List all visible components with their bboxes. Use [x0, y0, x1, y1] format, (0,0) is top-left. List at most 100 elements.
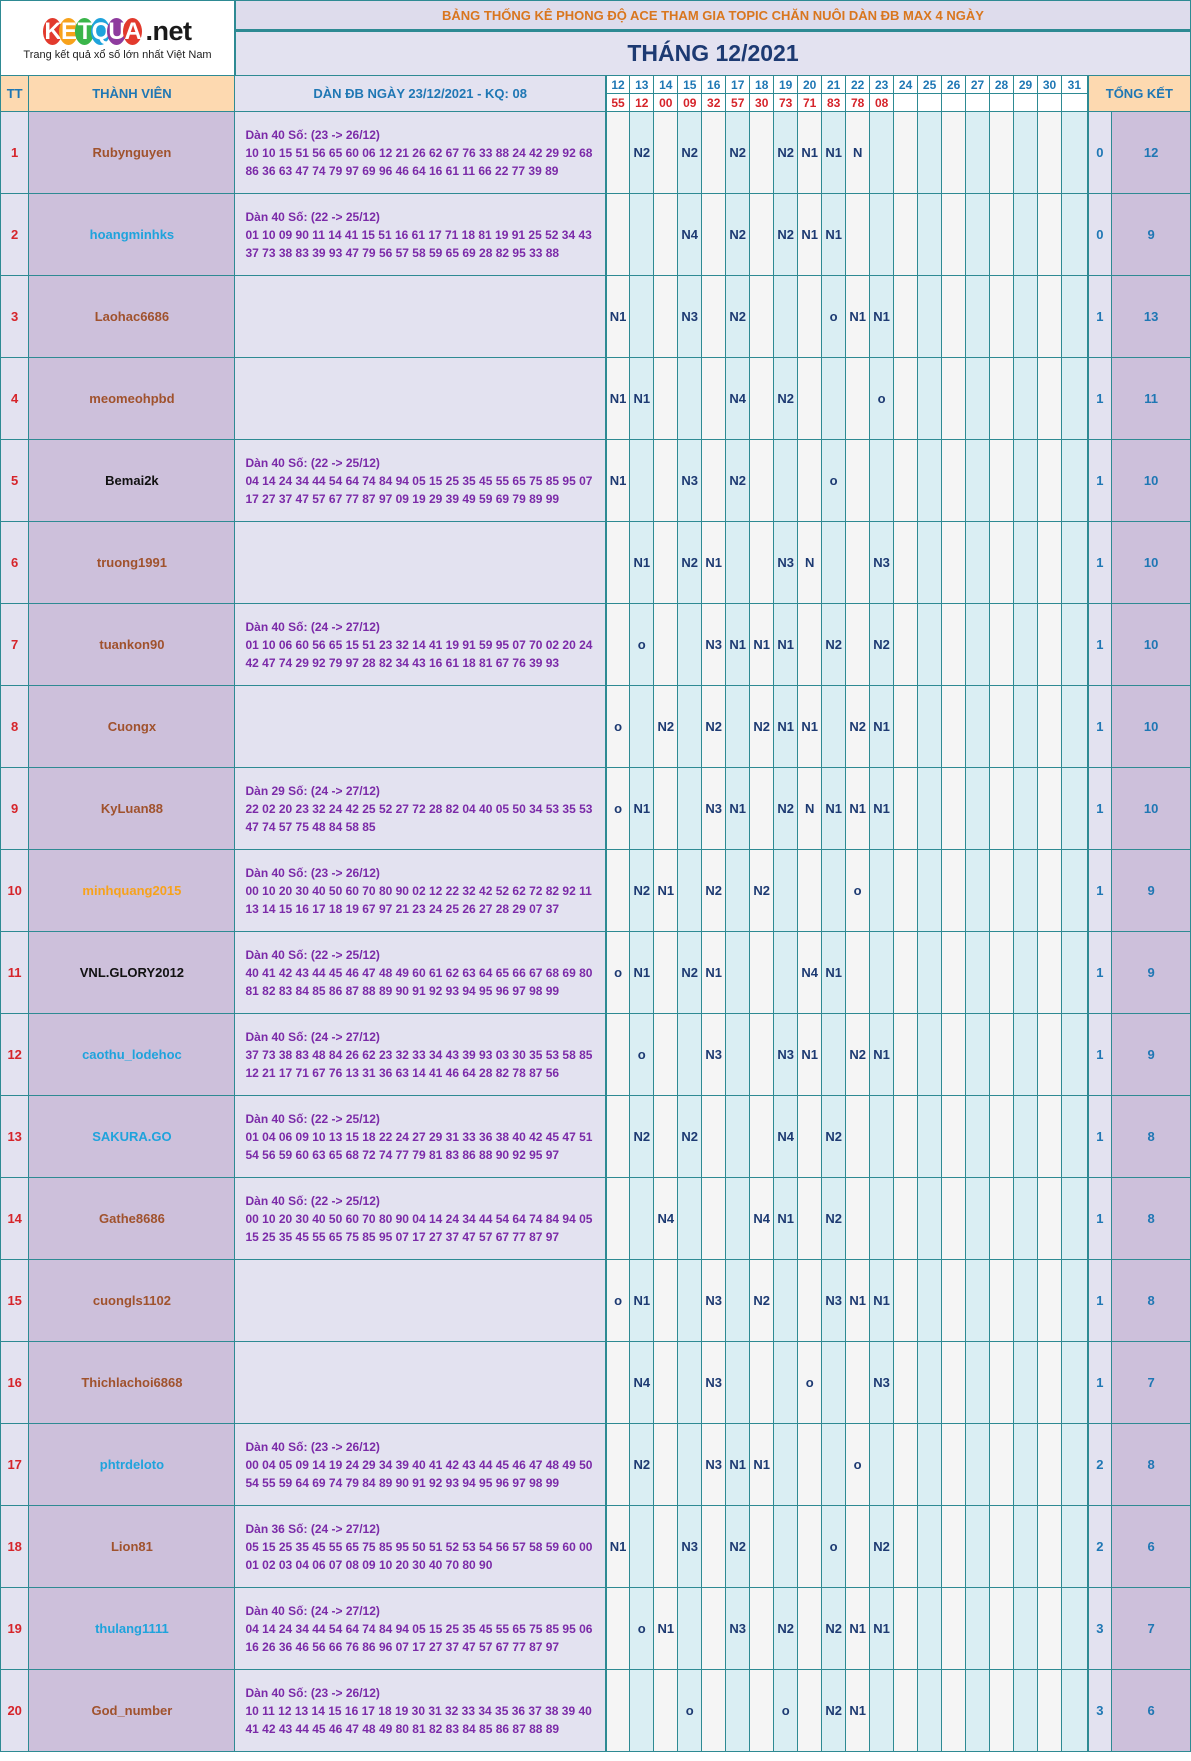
dan-title: Dàn 36 Số: (24 -> 27/12)	[245, 1521, 380, 1536]
day-cell-13: N2	[629, 1423, 655, 1506]
day-cell-17: N1	[725, 603, 751, 686]
day-cell-22: N1	[845, 1669, 871, 1752]
day-cell-12: N1	[605, 1505, 631, 1588]
day-cell-20	[797, 1669, 823, 1752]
day-header-15: 15	[677, 75, 703, 94]
total-count-a: 1	[1086, 521, 1113, 604]
day-cell-20	[797, 1587, 823, 1670]
day-cell-19: N3	[773, 521, 799, 604]
row-number: 10	[0, 849, 30, 932]
day-cell-14	[653, 931, 679, 1014]
dan-numbers: 41 42 43 44 45 46 47 48 49 80 81 82 83 8…	[245, 1721, 560, 1736]
day-cell-27	[965, 1341, 991, 1424]
member-name: Bemai2k	[28, 439, 236, 522]
day-cell-28	[989, 193, 1015, 276]
day-cell-13	[629, 193, 655, 276]
day-cell-23: N1	[869, 685, 895, 768]
dan-title: Dàn 29 Số: (24 -> 27/12)	[245, 783, 380, 798]
dan-numbers: 10 11 12 13 14 15 16 17 18 19 30 31 32 3…	[245, 1703, 592, 1718]
day-header-12: 12	[605, 75, 631, 94]
day-cell-19: N2	[773, 767, 799, 850]
total-count-a: 2	[1086, 1505, 1113, 1588]
day-cell-29	[1013, 849, 1039, 932]
day-cell-26	[941, 1423, 967, 1506]
row-number: 1	[0, 111, 30, 194]
row-number: 19	[0, 1587, 30, 1670]
day-cell-24	[893, 275, 919, 358]
day-cell-17	[725, 849, 751, 932]
day-cell-12: o	[605, 767, 631, 850]
day-header-31: 31	[1060, 75, 1089, 94]
day-cell-16: N3	[701, 1259, 727, 1342]
day-cell-31	[1060, 1341, 1089, 1424]
total-count-a: 1	[1086, 767, 1113, 850]
day-result-21: 83	[821, 93, 847, 112]
row-number: 11	[0, 931, 30, 1014]
dan-numbers: 54 56 59 60 63 65 68 72 74 77 79 81 83 8…	[245, 1147, 560, 1162]
day-cell-26	[941, 1177, 967, 1260]
day-cell-21	[821, 685, 847, 768]
total-count-a: 1	[1086, 1177, 1113, 1260]
table-row: 20 God_number Dàn 40 Số: (23 -> 26/12) 10 1…	[0, 1669, 1191, 1752]
day-result-12: 55	[605, 93, 631, 112]
day-cell-17	[725, 931, 751, 1014]
day-cell-27	[965, 1259, 991, 1342]
day-cell-29	[1013, 1013, 1039, 1096]
dan-numbers: 17 27 37 47 57 67 77 87 97 09 19 29 39 4…	[245, 491, 560, 506]
dan-cell: Dàn 40 Số: (22 -> 25/12) 00 10 20 30 40 5…	[234, 1177, 607, 1260]
day-cell-20	[797, 849, 823, 932]
day-cell-20	[797, 439, 823, 522]
day-cell-25	[917, 1177, 943, 1260]
day-cell-31	[1060, 1587, 1089, 1670]
day-cell-21: N1	[821, 111, 847, 194]
dan-numbers: 12 21 17 71 67 76 13 31 36 63 14 41 46 6…	[245, 1065, 560, 1080]
member-name: thulang1111	[28, 1587, 236, 1670]
day-cell-23: N2	[869, 603, 895, 686]
day-cell-27	[965, 1505, 991, 1588]
dan-numbers: 37 73 38 83 39 93 47 79 56 57 58 59 65 6…	[245, 245, 560, 260]
day-cell-18	[749, 357, 775, 440]
row-number: 12	[0, 1013, 30, 1096]
day-cell-26	[941, 849, 967, 932]
day-result-18: 30	[749, 93, 775, 112]
day-cell-14	[653, 1095, 679, 1178]
day-cell-13: o	[629, 1013, 655, 1096]
total-count-a: 1	[1086, 1341, 1113, 1424]
day-cell-18	[749, 1341, 775, 1424]
header-dan: DÀN ĐB NGÀY 23/12/2021 - KQ: 08	[234, 75, 607, 112]
day-cell-20: N1	[797, 193, 823, 276]
row-number: 8	[0, 685, 30, 768]
member-name: meomeohpbd	[28, 357, 236, 440]
day-cell-22	[845, 1095, 871, 1178]
day-cell-17	[725, 685, 751, 768]
day-cell-31	[1060, 1259, 1089, 1342]
day-cell-15: N2	[677, 521, 703, 604]
day-cell-28	[989, 931, 1015, 1014]
day-result-20: 71	[797, 93, 823, 112]
dan-title: Dàn 40 Số: (24 -> 27/12)	[245, 619, 380, 634]
day-cell-19	[773, 275, 799, 358]
dan-cell: Dàn 36 Số: (24 -> 27/12) 05 15 25 35 45 5…	[234, 1505, 607, 1588]
total-count-a: 1	[1086, 603, 1113, 686]
total-count-b: 11	[1111, 357, 1191, 440]
day-cell-28	[989, 849, 1015, 932]
day-cell-29	[1013, 767, 1039, 850]
day-cell-19: N3	[773, 1013, 799, 1096]
day-header-29: 29	[1013, 75, 1039, 94]
dan-numbers: 42 47 74 29 92 79 97 28 82 34 43 16 61 1…	[245, 655, 560, 670]
day-cell-27	[965, 931, 991, 1014]
day-cell-31	[1060, 275, 1089, 358]
day-cell-20	[797, 1423, 823, 1506]
dan-numbers: 01 04 06 09 10 13 15 18 22 24 27 29 31 3…	[245, 1129, 593, 1144]
day-cell-20	[797, 1095, 823, 1178]
day-cell-27	[965, 193, 991, 276]
dan-numbers: 22 02 20 23 32 24 42 25 52 27 72 28 82 0…	[245, 801, 593, 816]
day-cell-21: N2	[821, 603, 847, 686]
day-cell-31	[1060, 439, 1089, 522]
day-cell-26	[941, 1587, 967, 1670]
day-cell-25	[917, 193, 943, 276]
day-cell-18: N1	[749, 603, 775, 686]
day-cell-26	[941, 193, 967, 276]
day-cell-31	[1060, 849, 1089, 932]
